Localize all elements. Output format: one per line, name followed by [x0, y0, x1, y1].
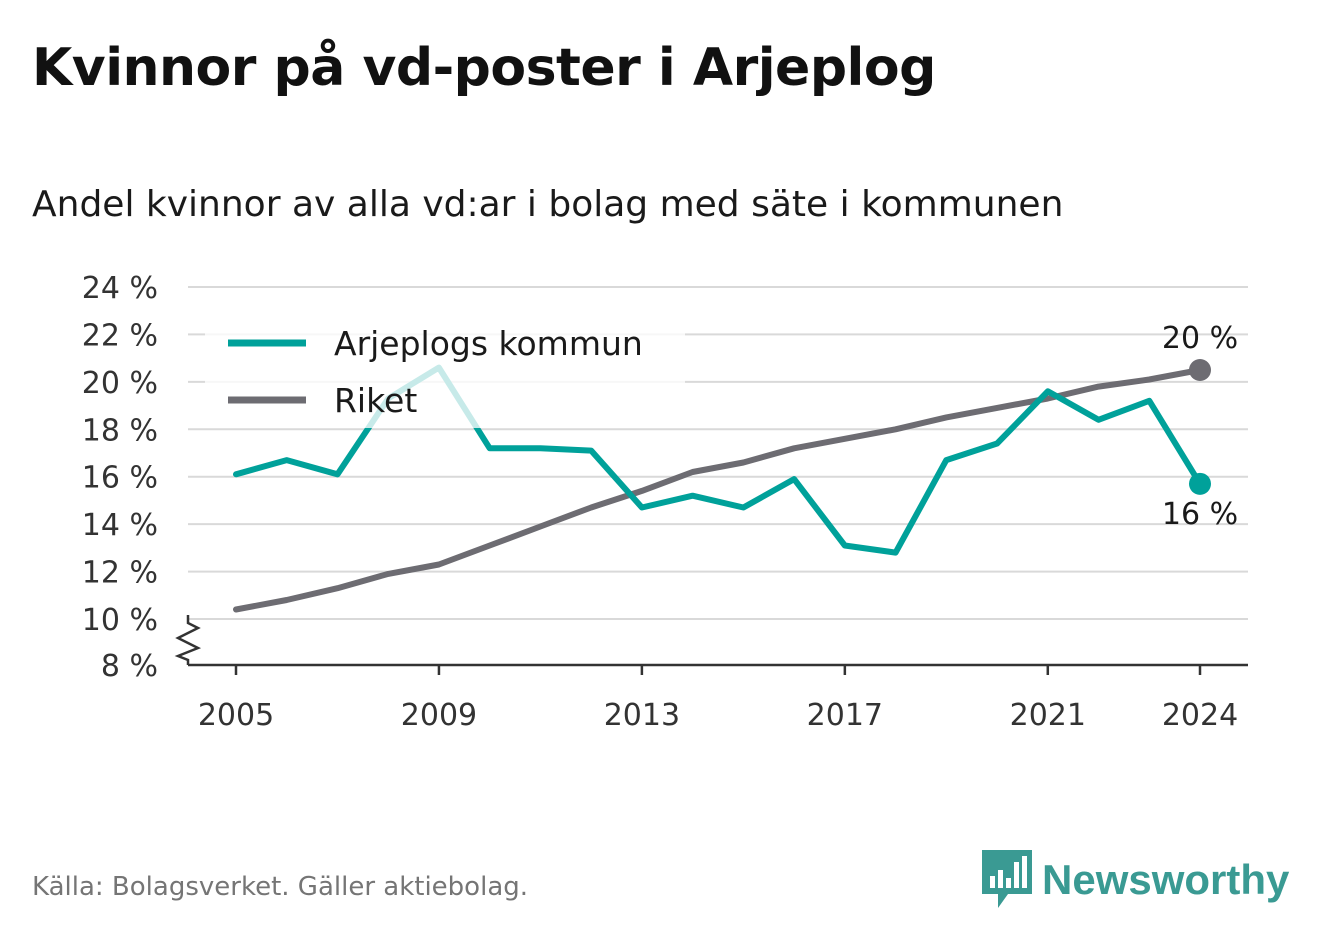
end-value-label: 20 % [1162, 321, 1238, 356]
brand-logo: Newsworthy [982, 850, 1289, 910]
y-tick-label: 24 % [82, 271, 158, 306]
x-tick-label: 2021 [1010, 698, 1086, 733]
x-tick-label: 2013 [604, 698, 680, 733]
series-end-point [1189, 472, 1211, 495]
series-end-point [1189, 359, 1211, 381]
axes: 8 % 10 % 12 % 14 % 16 % 18 % 20 % 22 % 24 % 2005 2… [82, 271, 1248, 733]
end-value-label: 16 % [1162, 497, 1238, 532]
brand-name: Newsworthy [1042, 856, 1290, 903]
x-tick-label: 2009 [401, 698, 477, 733]
legend-background [205, 318, 685, 428]
x-tick-label: 2005 [198, 698, 274, 733]
axis-break-icon [174, 615, 202, 665]
end-labels: 16 % 20 % [1162, 321, 1238, 532]
source-note: Källa: Bolagsverket. Gäller aktiebolag. [32, 872, 529, 902]
x-tick-label: 2024 [1162, 698, 1238, 733]
y-tick-label: 16 % [82, 461, 158, 496]
legend-label: Arjeplogs kommun [334, 324, 643, 363]
chart-title: Kvinnor på vd-poster i Arjeplog [32, 38, 936, 98]
x-tick-label: 2017 [807, 698, 883, 733]
y-tick-label: 20 % [82, 366, 158, 401]
y-tick-label: 18 % [82, 413, 158, 448]
chart-subtitle: Andel kvinnor av alla vd:ar i bolag med … [32, 184, 1064, 225]
y-tick-label: 12 % [82, 556, 158, 591]
y-tick-label: 8 % [101, 649, 158, 684]
y-tick-label: 10 % [82, 603, 158, 638]
legend-label: Riket [334, 381, 417, 420]
y-tick-label: 14 % [82, 508, 158, 543]
newsworthy-logo-icon [982, 850, 1032, 908]
legend: Arjeplogs kommun Riket [205, 318, 685, 428]
y-tick-label: 22 % [82, 318, 158, 353]
